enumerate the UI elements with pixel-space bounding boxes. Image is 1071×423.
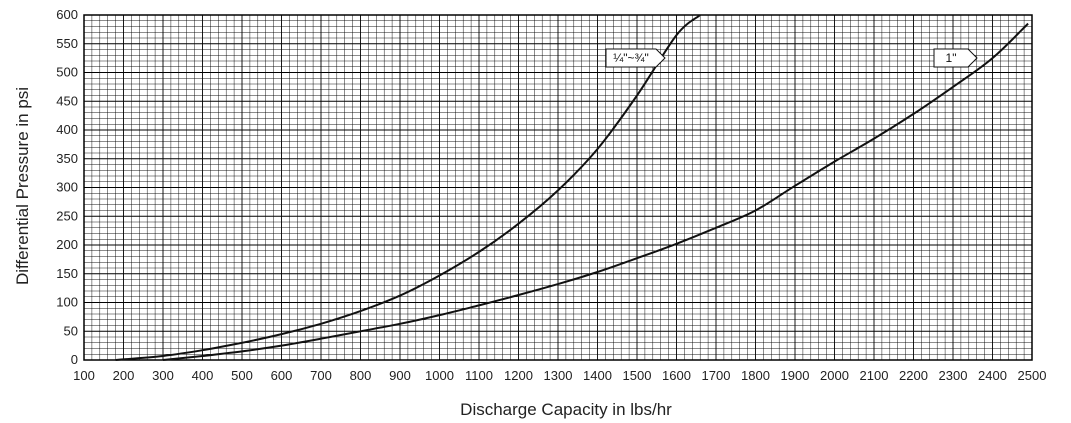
x-tick-label: 1700 [702, 368, 731, 383]
x-tick-label: 500 [231, 368, 253, 383]
x-axis-label: Discharge Capacity in lbs/hr [460, 400, 672, 419]
x-tick-label: 2500 [1018, 368, 1047, 383]
x-tick-label: 1400 [583, 368, 612, 383]
y-tick-label: 450 [56, 93, 78, 108]
x-tick-label: 2400 [978, 368, 1007, 383]
y-tick-label: 300 [56, 180, 78, 195]
x-tick-label: 200 [113, 368, 135, 383]
y-tick-label: 150 [56, 266, 78, 281]
y-tick-label: 500 [56, 65, 78, 80]
y-tick-label: 200 [56, 237, 78, 252]
x-tick-label: 2200 [899, 368, 928, 383]
x-tick-labels: 100 200 300 400 500 600 700 800 900 1000 1100 1200 1… [73, 368, 1046, 383]
y-tick-label: 600 [56, 7, 78, 22]
x-tick-label: 100 [73, 368, 95, 383]
x-tick-label: 1600 [662, 368, 691, 383]
x-tick-label: 1000 [425, 368, 454, 383]
x-tick-label: 300 [152, 368, 174, 383]
series-line-0 [115, 14, 701, 361]
y-tick-labels: 0 50 100 150 200 250 300 350 400 450 500 550 600 [56, 7, 78, 367]
y-tick-label: 400 [56, 122, 78, 137]
y-tick-label: 0 [71, 352, 78, 367]
plot-frame [83, 14, 1033, 361]
y-tick-label: 100 [56, 295, 78, 310]
y-tick-label: 50 [64, 323, 78, 338]
x-tick-label: 1900 [781, 368, 810, 383]
x-tick-label: 1300 [544, 368, 573, 383]
x-tick-label: 400 [192, 368, 214, 383]
x-tick-label: 600 [271, 368, 293, 383]
y-axis-label: Differential Pressure in psi [13, 87, 32, 285]
x-tick-label: 1200 [504, 368, 533, 383]
x-tick-label: 2300 [939, 368, 968, 383]
x-tick-label: 900 [389, 368, 411, 383]
series-label-box [605, 48, 666, 68]
x-tick-label: 800 [350, 368, 372, 383]
series-line-1 [162, 22, 1029, 361]
y-tick-label: 250 [56, 208, 78, 223]
series-label-text: ¼"~¾" [613, 51, 649, 65]
x-tick-label: 700 [310, 368, 332, 383]
y-tick-label: 550 [56, 36, 78, 51]
series-label-text: 1" [946, 51, 957, 65]
x-tick-label: 2000 [820, 368, 849, 383]
series-curves [115, 14, 1029, 361]
series-labels: ¼"~¾" 1" [605, 48, 978, 68]
x-tick-label: 1100 [465, 368, 493, 383]
x-tick-label: 1500 [623, 368, 652, 383]
series-label-1: 1" [933, 48, 978, 68]
series-label-0: ¼"~¾" [605, 48, 666, 68]
x-tick-label: 1800 [741, 368, 770, 383]
x-tick-label: 2100 [860, 368, 889, 383]
y-tick-label: 350 [56, 151, 78, 166]
series-label-box [933, 48, 978, 68]
